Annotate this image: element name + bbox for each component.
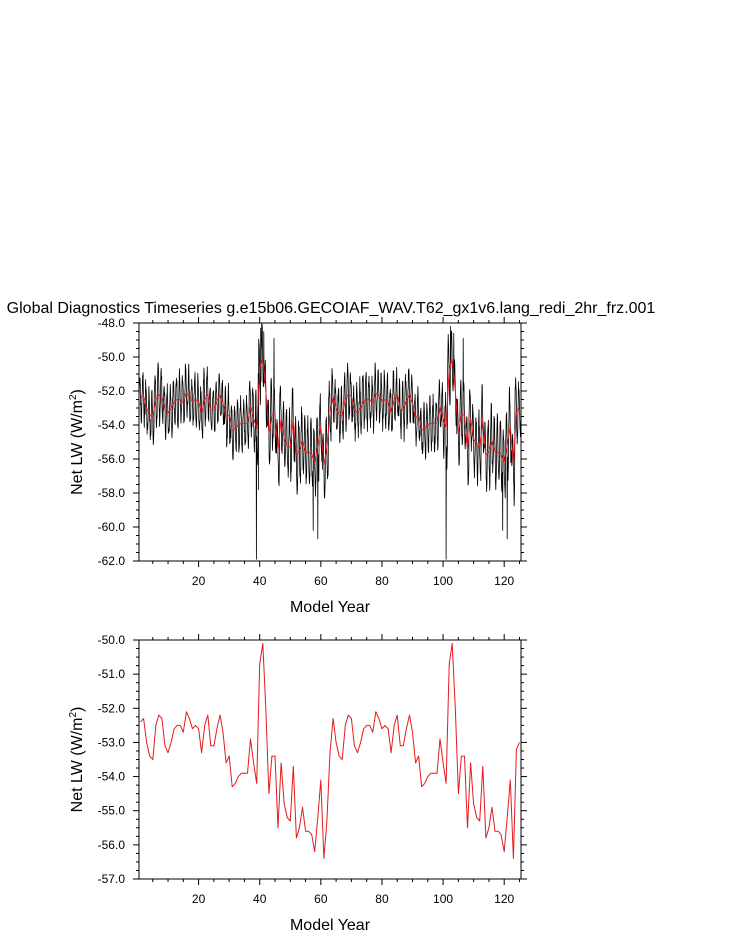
- x-tick-label: 60: [314, 574, 328, 588]
- plot-frame: [138, 322, 522, 562]
- y-tick-label: -55.0: [98, 804, 126, 818]
- x-tick-label: 120: [494, 892, 514, 906]
- chart-title: Global Diagnostics Timeseries g.e15b06.G…: [7, 300, 656, 317]
- y-tick-label: -56.0: [98, 452, 126, 466]
- y-tick-label: -51.0: [98, 667, 126, 681]
- x-tick-label: 100: [433, 892, 453, 906]
- x-tick-label: 40: [253, 574, 267, 588]
- y-axis-title: Net LW (W/m2): [68, 707, 86, 813]
- series-line-annual: [140, 642, 520, 859]
- x-tick-label: 80: [375, 892, 389, 906]
- y-tick-label: -60.0: [98, 520, 126, 534]
- y-tick-label: -50.0: [98, 350, 126, 364]
- y-tick-label: -53.0: [98, 735, 126, 749]
- x-axis-title: Model Year: [290, 917, 371, 934]
- top-panel: 20 40 60 80 100 120 -48.0 -50.0 -52.0 -54.0 -56.0 -…: [68, 316, 527, 616]
- x-tick-label: 40: [253, 892, 267, 906]
- y-tick-label: -58.0: [98, 486, 126, 500]
- x-tick-label: 60: [314, 892, 328, 906]
- y-tick-label: -56.0: [98, 838, 126, 852]
- x-axis-title: Model Year: [290, 599, 371, 616]
- y-tick-label: -62.0: [98, 554, 126, 568]
- y-tick-label: -57.0: [98, 872, 126, 886]
- x-tick-label: 20: [192, 574, 206, 588]
- y-tick-label: -52.0: [98, 384, 126, 398]
- x-tick-label: 20: [192, 892, 206, 906]
- bottom-panel: 20 40 60 80 100 120 -50.0 -51.0 -52.0 -53.0 -54.0 -…: [68, 633, 527, 934]
- y-tick-label: -52.0: [98, 701, 126, 715]
- y-tick-label: -50.0: [98, 633, 126, 647]
- x-tick-label: 100: [433, 574, 453, 588]
- y-tick-label: -54.0: [98, 418, 126, 432]
- y-axis-title: Net LW (W/m2): [68, 389, 86, 495]
- y-tick-label: -48.0: [98, 316, 126, 330]
- x-tick-label: 80: [375, 574, 389, 588]
- x-tick-label: 120: [494, 574, 514, 588]
- series-line-monthly: [138, 323, 522, 560]
- series-line-annual: [140, 358, 520, 467]
- y-tick-label: -54.0: [98, 770, 126, 784]
